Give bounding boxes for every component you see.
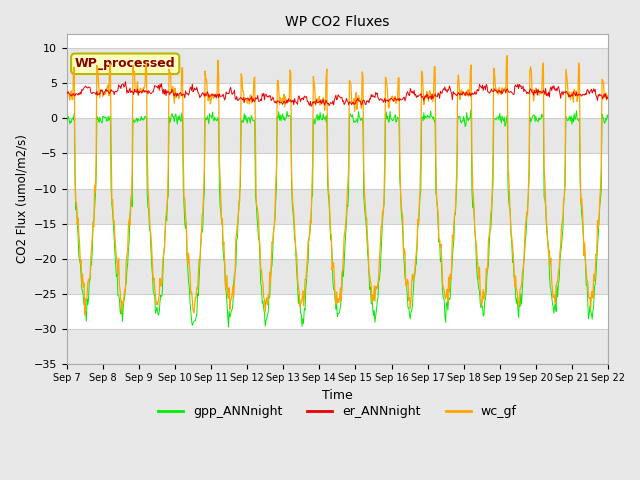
- Y-axis label: CO2 Flux (umol/m2/s): CO2 Flux (umol/m2/s): [15, 134, 28, 264]
- Title: WP CO2 Fluxes: WP CO2 Fluxes: [285, 15, 390, 29]
- Bar: [67, 329, 608, 364]
- Bar: [67, 189, 608, 224]
- X-axis label: Time: Time: [322, 389, 353, 402]
- Bar: [67, 259, 608, 294]
- Legend: gpp_ANNnight, er_ANNnight, wc_gf: gpp_ANNnight, er_ANNnight, wc_gf: [153, 400, 522, 423]
- Text: WP_processed: WP_processed: [75, 57, 175, 70]
- Bar: [67, 48, 608, 84]
- Bar: [67, 119, 608, 154]
